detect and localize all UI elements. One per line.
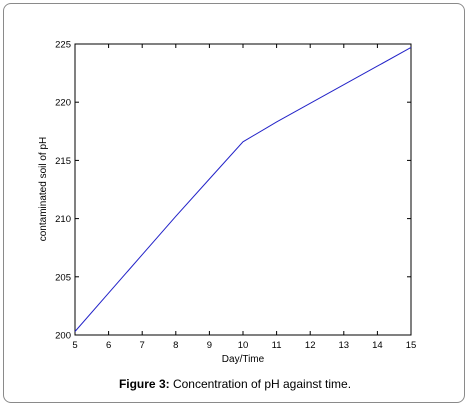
x-axis-ticks: 5 6 7 8 9 10 11 12 13 14 15 xyxy=(72,44,416,351)
y-axis-label: contaminated soil of pH xyxy=(38,137,49,242)
figure-caption: Figure 3: Concentration of pH against ti… xyxy=(0,377,470,391)
figure-caption-label: Figure 3: xyxy=(118,377,170,391)
x-tick-label: 12 xyxy=(305,340,316,351)
x-tick-label: 15 xyxy=(406,340,417,351)
x-tick-label: 5 xyxy=(72,340,77,351)
x-tick-label: 13 xyxy=(339,340,350,351)
x-tick-label: 7 xyxy=(140,340,145,351)
y-tick-label: 225 xyxy=(55,40,71,51)
y-axis-ticks: 200 205 210 215 220 225 xyxy=(55,40,411,342)
y-tick-label: 205 xyxy=(55,272,71,283)
x-tick-label: 8 xyxy=(173,340,178,351)
y-tick-label: 215 xyxy=(55,156,71,167)
series-layer xyxy=(74,47,412,332)
figure-caption-text: Concentration of pH against time. xyxy=(169,377,352,391)
x-tick-label: 10 xyxy=(238,340,249,351)
plot-area xyxy=(74,43,412,336)
series-line xyxy=(74,47,412,332)
x-tick-label: 9 xyxy=(207,340,212,351)
x-tick-label: 14 xyxy=(372,340,383,351)
y-tick-label: 200 xyxy=(55,331,71,342)
x-axis-label: Day/Time xyxy=(222,354,265,365)
y-tick-label: 210 xyxy=(55,214,71,225)
x-tick-label: 6 xyxy=(106,340,111,351)
y-tick-label: 220 xyxy=(55,98,71,109)
x-tick-label: 11 xyxy=(272,340,282,351)
